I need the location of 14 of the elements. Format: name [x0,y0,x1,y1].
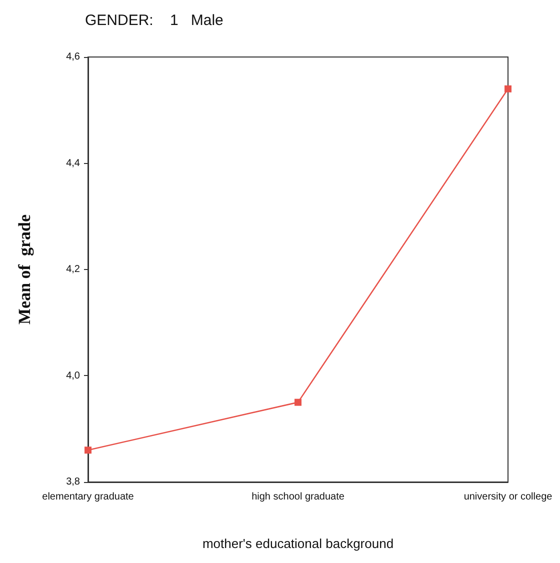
y-tick-label: 4,2 [66,264,80,275]
x-tick-label: high school graduate [252,492,345,502]
point [294,398,302,406]
x-axis-title: mother's educational background [202,536,394,551]
y-tick-label: 3,8 [66,476,80,488]
point [84,446,92,454]
chart-title: GENDER: 1 Male [85,12,224,29]
y-axis-title: Mean of grade [15,214,34,325]
y-tick-label: 4,4 [66,158,80,169]
y-tick-label: 4,6 [66,52,80,62]
y-tick-label: 4,0 [66,370,80,382]
x-tick-label: university or college [464,492,553,502]
x-tick-label: elementary graduate [42,492,134,502]
point [504,85,512,92]
